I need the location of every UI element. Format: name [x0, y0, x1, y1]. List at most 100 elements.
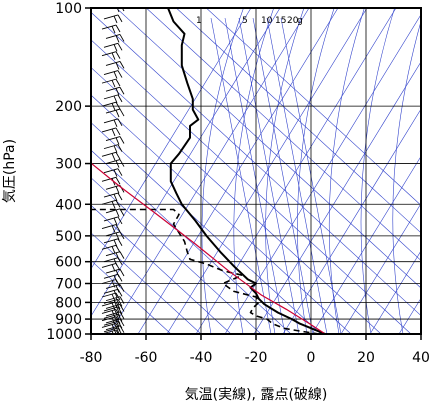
wind-barb-flag: [115, 186, 120, 194]
wind-barb: [103, 118, 123, 127]
y-tick-label: 300: [55, 157, 82, 173]
wind-barb-staff: [101, 292, 117, 298]
wind-barb: [105, 159, 125, 168]
wind-barb-flag: [113, 258, 118, 266]
wind-barb-flag: [115, 109, 120, 118]
wind-barb-staff: [105, 268, 121, 274]
wind-barb-staff: [103, 238, 119, 244]
y-tick-label: 1000: [46, 327, 82, 343]
mixing-ratio-label: g: [297, 16, 303, 26]
wind-barb-flag: [117, 192, 123, 201]
sounding-series: [91, 8, 326, 334]
isotherm-line: [282, 108, 421, 334]
x-tick-label: -60: [135, 350, 158, 366]
wind-barb: [105, 86, 125, 96]
wind-barb-staff: [101, 101, 117, 107]
dry-adiabat-line: [91, 177, 262, 334]
y-tick-label: 500: [55, 229, 82, 245]
mixing-ratio-label: 5: [242, 16, 248, 26]
wind-barb-staff: [105, 284, 121, 289]
wind-barb-flag: [117, 70, 123, 78]
dry-adiabat-line: [91, 260, 172, 334]
moist-adiabat-line: [392, 20, 421, 334]
wind-barb-flag: [115, 177, 121, 185]
wind-barb-staff: [105, 296, 121, 302]
wind-barb-flag: [119, 159, 125, 167]
wind-barb-flag: [113, 239, 118, 247]
grid-lines: [91, 8, 421, 334]
wind-barb-flag: [111, 324, 116, 332]
wind-barb-staff: [103, 306, 119, 312]
wind-barb-flag: [115, 309, 121, 317]
wind-barb-staff: [101, 151, 117, 157]
wind-barb-staff: [101, 224, 117, 230]
wind-barb-flag: [113, 15, 118, 24]
wind-barb-flag: [115, 88, 120, 96]
dry-adiabat-line: [91, 11, 421, 317]
wind-barb-flag: [111, 128, 116, 137]
wind-barb-flag: [115, 269, 120, 278]
wind-barb-flag: [115, 252, 120, 260]
wind-barb-flag: [115, 301, 121, 310]
dry-adiabat-line: [115, 8, 421, 289]
dry-adiabat-line: [175, 8, 421, 234]
wind-barb-flag: [115, 137, 120, 145]
moist-adiabat-line: [233, 8, 275, 334]
wind-barb-flag: [111, 264, 116, 272]
wind-barb-flag: [117, 168, 123, 176]
wind-barb-staff: [105, 136, 121, 141]
wind-barb-flag: [115, 232, 120, 241]
wind-barb: [103, 168, 123, 177]
dry-adiabat-line: [91, 232, 202, 334]
y-tick-label: 400: [55, 197, 82, 213]
wind-barb-staff: [103, 288, 119, 294]
wind-barb-flag: [115, 316, 121, 324]
wind-barb-staff: [105, 86, 121, 92]
wind-barb-staff: [101, 199, 117, 205]
wind-barb: [101, 316, 121, 325]
x-tick-label: -80: [80, 350, 103, 366]
wind-barb-flag: [115, 209, 120, 218]
wind-barb-flag: [111, 225, 116, 233]
wind-barb: [103, 273, 123, 283]
y-tick-label: 200: [55, 99, 82, 115]
wind-barb-flag: [111, 310, 116, 318]
wind-barb: [103, 298, 123, 308]
isotherm-line: [369, 250, 421, 334]
wind-barb: [101, 151, 121, 161]
moist-adiabat-line: [201, 8, 244, 334]
mixing-ratio-label: 10: [261, 16, 273, 26]
wind-barb-flag: [115, 224, 121, 232]
parcel-line: [91, 162, 326, 334]
isotherm-line: [91, 8, 252, 270]
wind-barb: [103, 94, 123, 104]
y-tick-label: 100: [55, 1, 82, 17]
wind-barb-staff: [103, 327, 119, 333]
wind-barb-flag: [119, 251, 125, 259]
wind-barb-flag: [111, 201, 116, 209]
wind-barb: [105, 268, 125, 278]
wind-barb-staff: [101, 323, 117, 328]
wind-barb: [105, 108, 125, 118]
wind-barb-flag: [121, 8, 125, 12]
moist-adiabat-line: [297, 8, 335, 334]
y-tick-label: 700: [55, 277, 82, 293]
wind-barb-flag: [119, 108, 125, 117]
wind-barb-flag: [111, 302, 116, 311]
wind-barb-flag: [117, 306, 123, 315]
wind-barb-staff: [103, 320, 119, 326]
wind-barb-staff: [105, 108, 121, 114]
wind-barb-flag: [111, 330, 114, 334]
isotherm-line: [398, 297, 421, 334]
wind-barb-staff: [101, 127, 117, 133]
wind-barb: [103, 288, 123, 298]
wind-barb-flag: [117, 314, 123, 322]
wind-barb-staff: [103, 118, 119, 124]
wind-barbs: [101, 8, 125, 334]
wind-barb-flag: [113, 145, 118, 153]
isotherm-line: [340, 203, 421, 334]
wind-barb-staff: [103, 70, 119, 75]
wind-barb-flag: [119, 304, 125, 312]
axis-ticks: [85, 7, 422, 340]
wind-barb: [103, 144, 123, 153]
